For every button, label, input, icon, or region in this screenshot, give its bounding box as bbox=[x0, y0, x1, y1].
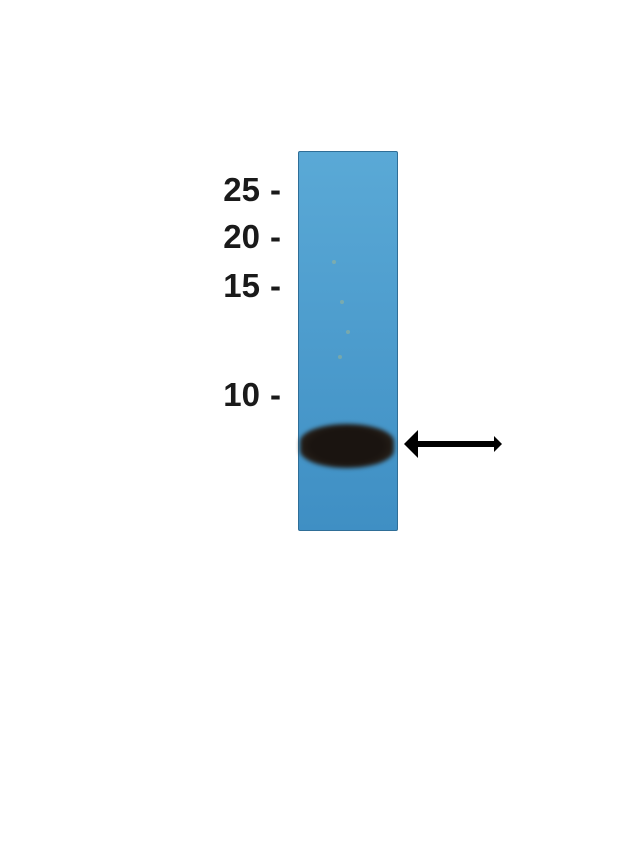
noise-dot bbox=[346, 330, 350, 334]
arrow-shaft bbox=[418, 441, 494, 447]
mw-label: 20 bbox=[223, 218, 260, 256]
mw-label: 15 bbox=[223, 267, 260, 305]
blot-lane bbox=[298, 151, 398, 531]
noise-dot bbox=[338, 355, 342, 359]
arrow-tail-icon bbox=[494, 436, 502, 452]
noise-dot bbox=[340, 300, 344, 304]
mw-tick: - bbox=[270, 171, 281, 209]
mw-tick: - bbox=[270, 376, 281, 414]
western-blot-figure: 25-20-15-10- bbox=[0, 0, 640, 853]
noise-dot bbox=[332, 260, 336, 264]
mw-tick: - bbox=[270, 267, 281, 305]
protein-band bbox=[300, 424, 394, 468]
mw-label: 25 bbox=[223, 171, 260, 209]
arrow-head-icon bbox=[404, 430, 418, 458]
mw-label: 10 bbox=[223, 376, 260, 414]
mw-tick: - bbox=[270, 218, 281, 256]
